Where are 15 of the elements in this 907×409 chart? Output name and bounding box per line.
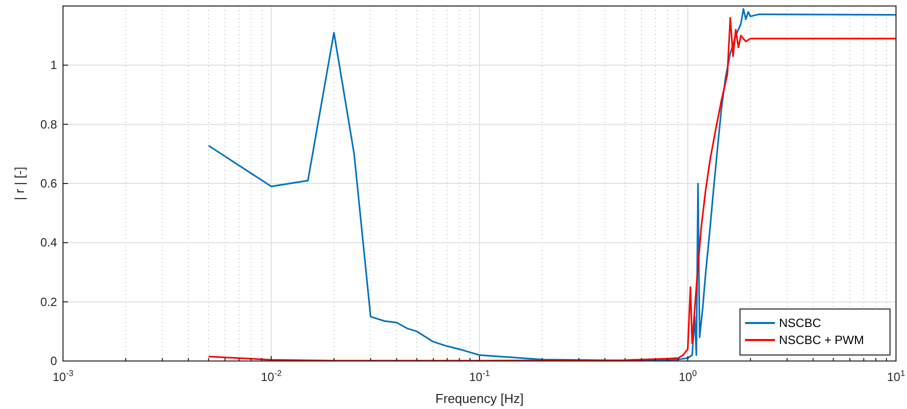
x-tick-label: 10$^{-1}$ <box>469 368 490 384</box>
x-tick-label: 10$^{-2}$ <box>260 368 282 384</box>
y-tick-label: 1 <box>50 58 58 72</box>
x-tick-label: 10$^{0}$ <box>678 368 698 384</box>
x-tick-label: 10$^{-3}$ <box>52 368 74 384</box>
y-tick-label: 0.2 <box>40 294 58 309</box>
y-tick-label: 0 <box>50 354 58 368</box>
legend-label: NSCBC + PWM <box>779 333 864 347</box>
y-axis-title: | r | [-] <box>12 166 27 200</box>
legend-label: NSCBC <box>779 316 822 330</box>
x-axis-title: Frequency [Hz] <box>435 391 524 406</box>
x-tick-label: 10$^{1}$ <box>886 368 906 384</box>
y-tick-label: 0.4 <box>40 236 58 250</box>
y-tick-label: 0.8 <box>40 117 58 132</box>
y-tick-label: 0.6 <box>40 176 58 190</box>
